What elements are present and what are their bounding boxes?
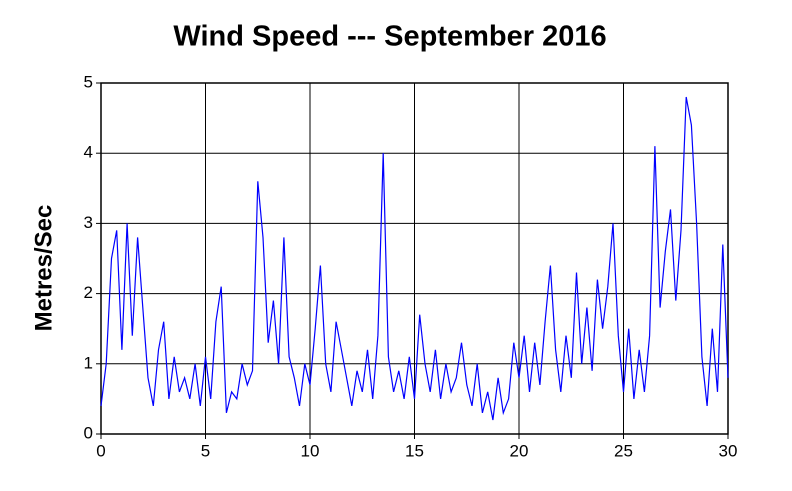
y-tick-label: 2 [84, 283, 93, 302]
y-tick-label: 1 [84, 353, 93, 372]
x-tick-label: 20 [510, 441, 529, 460]
x-tick-label: 0 [96, 441, 105, 460]
x-tick-label: 15 [405, 441, 424, 460]
plot-frame [100, 82, 729, 435]
x-tick-label: 10 [301, 441, 320, 460]
x-tick-label: 30 [719, 441, 738, 460]
y-tick-label: 0 [84, 423, 93, 442]
y-tick-label: 4 [84, 143, 93, 162]
y-axis-label: Metres/Sec [30, 205, 57, 332]
x-tick-label: 25 [614, 441, 633, 460]
chart-title: Wind Speed --- September 2016 [173, 21, 606, 53]
data-line [100, 96, 729, 421]
y-tick-label: 3 [84, 213, 93, 232]
x-tick-label: 5 [201, 441, 210, 460]
y-tick-label: 5 [84, 72, 93, 91]
